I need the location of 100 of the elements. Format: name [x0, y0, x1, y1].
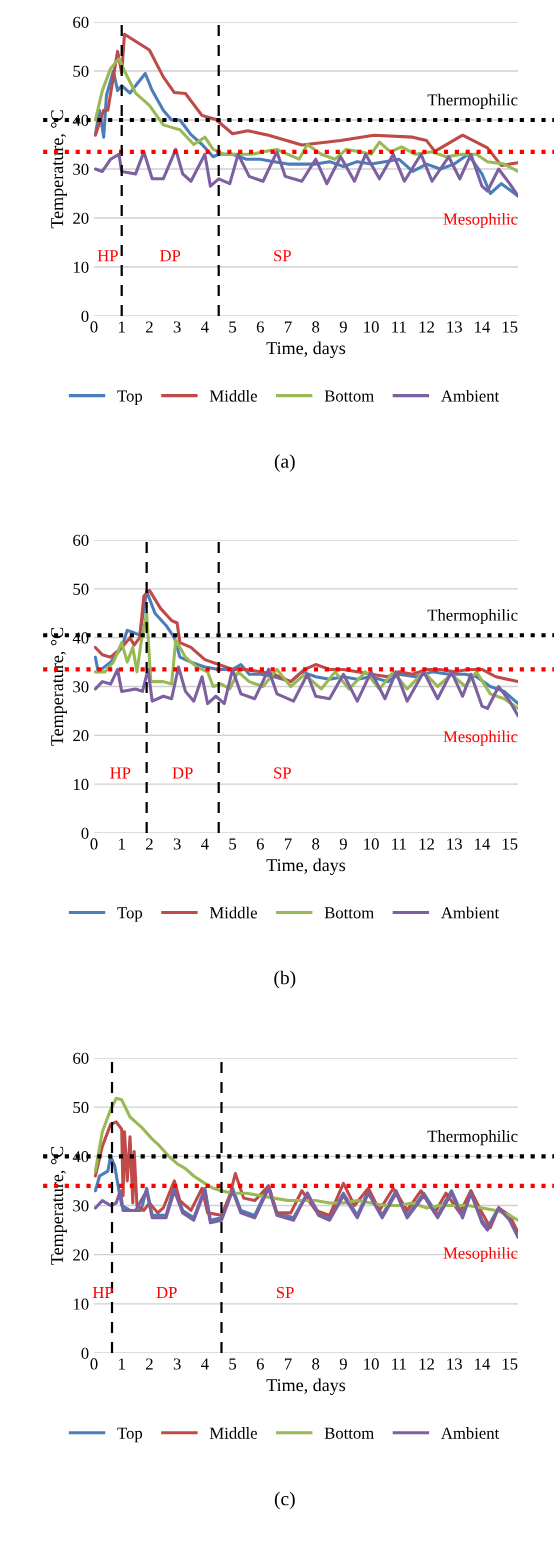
- annotation: SP: [274, 767, 291, 779]
- x-tick-label: 13: [447, 1358, 462, 1370]
- x-tick-label: 7: [284, 838, 292, 850]
- x-tick-label: 6: [256, 1358, 264, 1370]
- ref-line-label: Thermophilic: [427, 609, 518, 625]
- x-tick-label: 5: [229, 838, 237, 850]
- x-tick-label: 6: [256, 321, 264, 333]
- x-axis-title: Time, days: [266, 1378, 346, 1395]
- x-tick-label: 4: [201, 1358, 209, 1370]
- x-tick-label: 12: [419, 1358, 434, 1370]
- line-series: [94, 147, 518, 198]
- x-tick-label: 0: [90, 321, 98, 333]
- x-tick-label: 3: [173, 838, 181, 850]
- x-tick-label: 9: [339, 838, 347, 850]
- y-tick-label: 50: [73, 65, 89, 77]
- line-series: [94, 665, 518, 718]
- legend-label: Bottom: [324, 907, 374, 919]
- x-tick-label: 0: [90, 838, 98, 850]
- x-tick-label: 11: [392, 1358, 406, 1370]
- x-tick-label: 10: [364, 1358, 379, 1370]
- x-tick-label: 9: [339, 1358, 347, 1370]
- x-tick-label: 1: [119, 321, 125, 333]
- line-series: [94, 1186, 518, 1239]
- x-tick-label: 8: [312, 838, 320, 850]
- annotation: HP: [110, 767, 131, 779]
- x-tick-label: 1: [119, 838, 125, 850]
- x-tick-label: 7: [284, 1358, 292, 1370]
- x-tick-label: 15: [502, 838, 518, 850]
- x-tick-label: 13: [447, 321, 462, 333]
- annotation: HP: [97, 250, 118, 262]
- x-tick-label: 4: [201, 321, 209, 333]
- legend-label: Middle: [209, 1427, 257, 1439]
- x-axis-title: Time, days: [266, 858, 346, 875]
- x-tick-label: 14: [475, 838, 491, 850]
- x-tick-label: 13: [447, 838, 462, 850]
- line-series: [94, 32, 518, 168]
- text: (b): [274, 970, 296, 989]
- text: (c): [274, 1491, 295, 1510]
- annotation: DP: [156, 1287, 177, 1299]
- y-tick-label: 60: [73, 16, 89, 28]
- x-tick-label: 1: [119, 1358, 125, 1370]
- y-tick-label: 20: [73, 730, 89, 742]
- x-tick-label: 8: [312, 321, 320, 333]
- legend-label: Ambient: [441, 389, 500, 402]
- x-axis-title: Time, days: [266, 341, 346, 358]
- annotation: SP: [276, 1286, 294, 1299]
- x-tick-label: 7: [284, 321, 292, 333]
- annotation: HP: [92, 1287, 113, 1299]
- legend-label: Top: [117, 390, 143, 406]
- text: (a): [274, 454, 295, 472]
- legend-label: Ambient: [441, 1427, 500, 1439]
- y-tick-label: 30: [73, 1200, 89, 1212]
- y-tick-label: 50: [73, 1101, 89, 1114]
- legend-label: Top: [117, 907, 143, 922]
- annotation: DP: [160, 250, 181, 262]
- y-tick-label: 0: [81, 827, 89, 839]
- x-tick-label: 2: [145, 1358, 153, 1370]
- y-tick-label: 20: [73, 212, 89, 224]
- x-tick-label: 8: [312, 1358, 320, 1370]
- x-tick-label: 2: [145, 838, 153, 850]
- legend-label: Ambient: [441, 906, 500, 919]
- y-tick-label: 60: [73, 534, 89, 546]
- legend-label: Bottom: [324, 1427, 374, 1439]
- y-tick-label: 20: [73, 1249, 89, 1261]
- annotation: SP: [274, 250, 291, 262]
- x-tick-label: 12: [419, 838, 434, 850]
- ref-line-label: Thermophilic: [427, 93, 518, 109]
- x-tick-label: 15: [502, 321, 518, 333]
- annotation: DP: [172, 767, 193, 779]
- x-tick-label: 0: [90, 1358, 98, 1370]
- x-tick-label: 5: [229, 321, 237, 333]
- x-tick-label: 10: [364, 838, 379, 850]
- legend-label: Bottom: [324, 390, 374, 402]
- y-tick-label: 60: [73, 1052, 89, 1064]
- x-tick-label: 11: [392, 321, 406, 333]
- x-tick-label: 3: [173, 1358, 181, 1370]
- x-tick-label: 3: [173, 321, 181, 333]
- x-tick-label: 11: [392, 838, 406, 850]
- x-tick-label: 14: [475, 321, 491, 333]
- x-tick-label: 15: [502, 1358, 518, 1370]
- x-tick-label: 9: [339, 321, 347, 333]
- y-tick-label: 10: [73, 261, 89, 273]
- y-tick-label: 0: [81, 310, 89, 322]
- legend-label: Middle: [209, 389, 257, 402]
- ref-line-label: Mesophilic: [443, 1246, 518, 1263]
- legend-label: Top: [117, 1427, 143, 1443]
- x-tick-label: 14: [475, 1358, 491, 1370]
- y-tick-label: 30: [73, 681, 89, 693]
- ref-line-label: Mesophilic: [443, 212, 518, 229]
- ref-line-label: Thermophilic: [427, 1130, 518, 1146]
- y-tick-label: 10: [73, 1298, 89, 1310]
- legend-label: Middle: [209, 906, 257, 919]
- x-tick-label: 5: [229, 1358, 237, 1370]
- y-tick-label: 30: [73, 163, 89, 175]
- x-tick-label: 4: [201, 838, 209, 850]
- x-tick-label: 12: [419, 321, 434, 333]
- y-tick-label: 50: [73, 583, 89, 595]
- y-tick-label: 10: [73, 778, 89, 791]
- y-tick-label: 0: [81, 1347, 89, 1359]
- x-tick-label: 2: [145, 321, 153, 333]
